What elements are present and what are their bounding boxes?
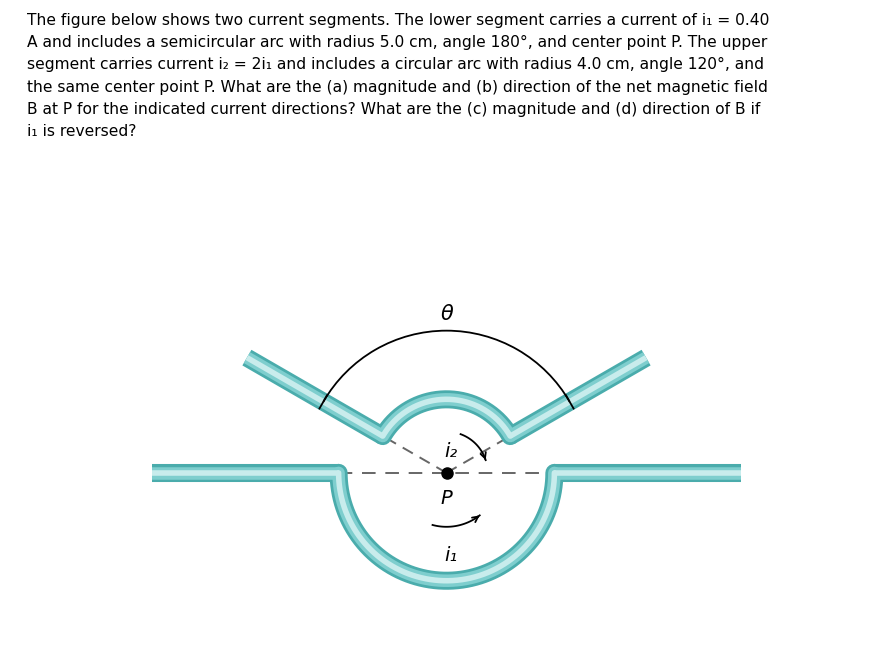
Text: The figure below shows two current segments. The lower segment carries a current: The figure below shows two current segme…: [27, 13, 769, 139]
Text: θ: θ: [440, 304, 453, 324]
Text: i₁: i₁: [445, 546, 458, 566]
Text: P: P: [440, 488, 453, 508]
Text: i₂: i₂: [445, 442, 458, 461]
